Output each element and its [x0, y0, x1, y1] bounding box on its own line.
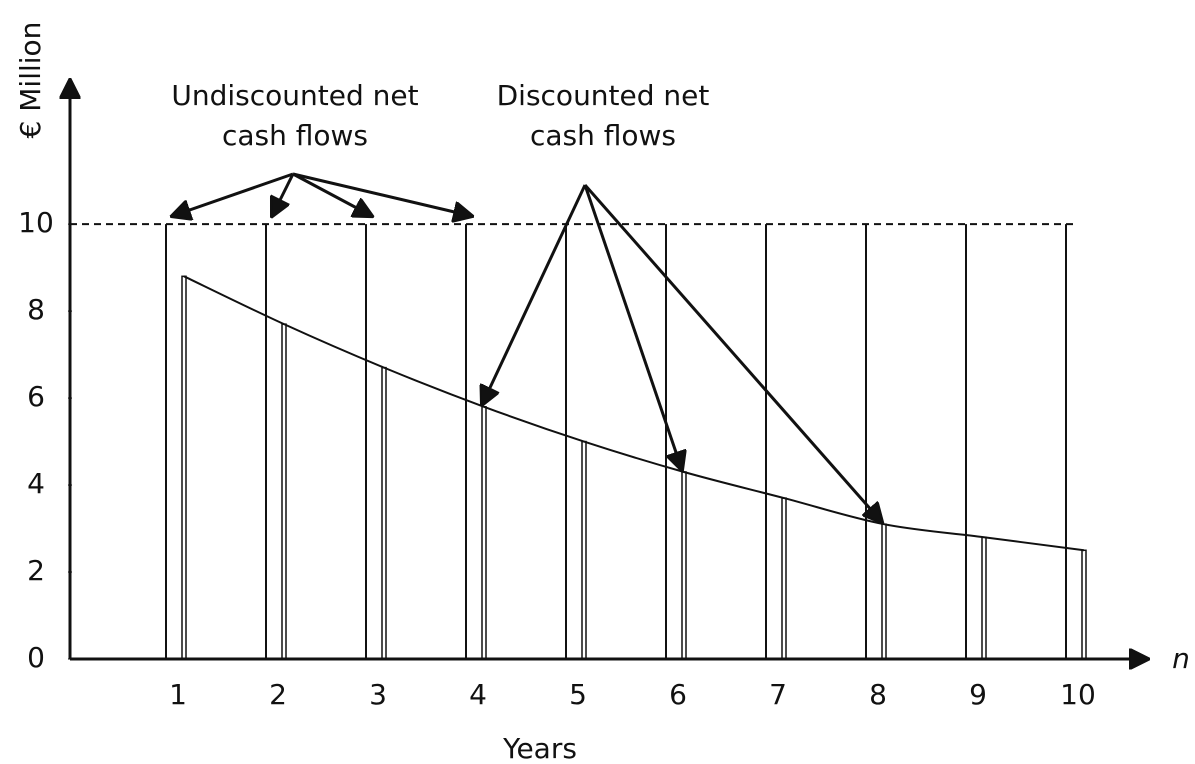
discounted-flow — [581, 440, 587, 660]
annotation-arrow — [292, 172, 372, 216]
annotation: cash flows — [530, 119, 676, 152]
y-tick-label: 0 — [27, 641, 45, 674]
annotation: Discounted net — [497, 79, 710, 112]
x-tick-label: 5 — [569, 678, 587, 711]
discount-curve — [183, 275, 1085, 552]
discounted-flow — [681, 471, 687, 660]
annotation-arrow — [292, 172, 472, 216]
annotation-arrow — [482, 184, 587, 405]
annotation-arrow — [172, 172, 294, 216]
discounted-flow — [981, 536, 987, 660]
x-tick-label: 8 — [869, 678, 887, 711]
x-tick-label: 4 — [469, 678, 487, 711]
x-tick-label: 9 — [969, 678, 987, 711]
annotation: cash flows — [222, 119, 368, 152]
y-tick-label: 10 — [18, 206, 54, 239]
discounted-flow — [881, 523, 887, 660]
x-tick-label: 10 — [1060, 678, 1096, 711]
x-tick-label: 3 — [369, 678, 387, 711]
y-tick-label: 2 — [27, 554, 45, 587]
discounted-flow — [1081, 549, 1087, 660]
annotation-arrow — [583, 184, 682, 470]
annotation: Undiscounted net — [171, 79, 418, 112]
discounted-flow — [781, 497, 787, 660]
discounted-flow — [481, 406, 487, 660]
annotation-arrow — [272, 173, 295, 216]
x-tick-label: 2 — [269, 678, 287, 711]
y-axis-label: € Million — [14, 22, 47, 139]
y-tick-label: 6 — [27, 380, 45, 413]
annotation-arrow — [583, 184, 882, 522]
y-tick-label: 4 — [27, 467, 45, 500]
x-tick-label: 6 — [669, 678, 687, 711]
x-axis-symbol: n — [1172, 642, 1190, 675]
discounted-flow — [281, 323, 287, 660]
y-tick-label: 8 — [27, 293, 45, 326]
x-tick-label: 7 — [769, 678, 787, 711]
x-tick-label: 1 — [169, 678, 187, 711]
discounted-flow — [181, 275, 187, 660]
discounted-flow — [381, 366, 387, 660]
x-axis-label: Years — [502, 732, 577, 764]
